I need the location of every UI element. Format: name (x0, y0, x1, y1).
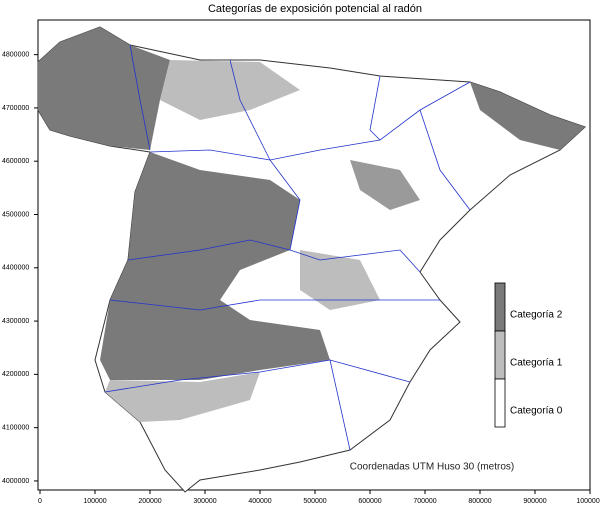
map-title: Categorías de exposición potencial al ra… (208, 3, 422, 15)
y-tick-label: 4400000 (2, 265, 29, 272)
x-tick-label: 200000 (138, 498, 161, 505)
x-tick-label: 600000 (358, 498, 381, 505)
x-tick-label: 1000000 (576, 498, 600, 505)
category-2-area (38, 27, 170, 150)
category-2-area (470, 82, 585, 150)
y-tick-label: 4500000 (2, 211, 29, 218)
y-tick-label: 4600000 (2, 158, 29, 165)
category-2-area (100, 152, 330, 380)
coordinate-note: Coordenadas UTM Huso 30 (metros) (350, 462, 515, 473)
y-tick-label: 4000000 (2, 478, 29, 485)
legend-swatch (494, 378, 506, 428)
y-tick-label: 4800000 (2, 51, 29, 58)
x-tick-label: 900000 (523, 498, 546, 505)
legend-swatch (494, 282, 506, 332)
region-borders (104, 44, 471, 451)
x-tick-label: 300000 (193, 498, 216, 505)
category-1-area (105, 372, 260, 422)
legend-label: Categoría 0 (510, 406, 563, 417)
y-tick-label: 4700000 (2, 105, 29, 112)
category-1-area (160, 60, 300, 120)
x-tick-label: 100000 (83, 498, 106, 505)
y-tick-label: 4100000 (2, 424, 29, 431)
legend-label: Categoría 2 (510, 310, 563, 321)
legend-swatch (494, 330, 506, 380)
x-tick-label: 700000 (413, 498, 436, 505)
y-tick-label: 4300000 (2, 318, 29, 325)
x-tick-label: 0 (38, 498, 42, 505)
y-tick-label: 4200000 (2, 371, 29, 378)
legend-label: Categoría 1 (510, 358, 563, 369)
x-tick-label: 800000 (468, 498, 491, 505)
category-2-area (350, 160, 420, 210)
x-tick-label: 500000 (303, 498, 326, 505)
category-1-area (300, 250, 380, 310)
x-tick-label: 400000 (248, 498, 271, 505)
